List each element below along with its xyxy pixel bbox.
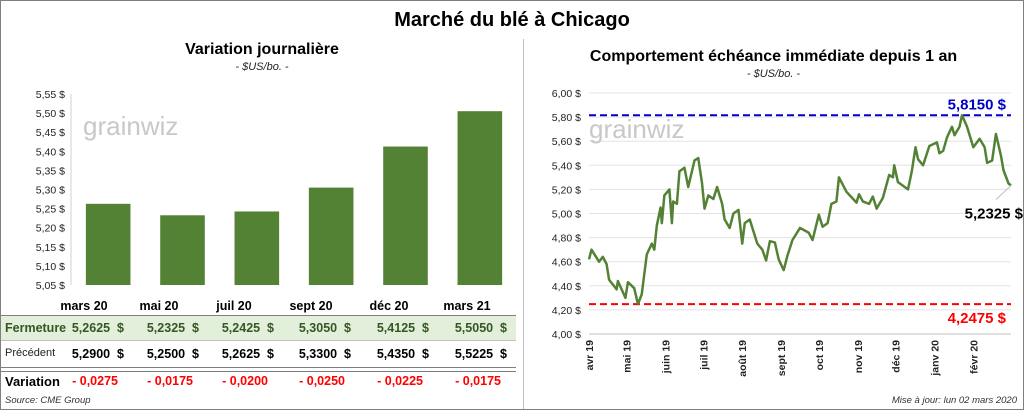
table-cell: - 0,0225 (377, 374, 423, 388)
column-header: mars 21 (443, 299, 491, 313)
y-tick-label: 5,30 $ (36, 185, 65, 197)
x-tick-label: juin 19 (661, 340, 673, 374)
y-tick-label: 5,40 $ (36, 146, 65, 158)
price-line (587, 114, 1012, 306)
bar-mars-21 (457, 111, 503, 285)
watermark-logo: grainwiz (589, 114, 684, 144)
bar-juil-20 (234, 211, 280, 285)
column-header: déc 20 (369, 299, 409, 313)
last-leader-line (995, 185, 1012, 200)
main-title: Marché du blé à Chicago (394, 9, 630, 31)
update-note: Mise à jour: lun 02 mars 2020 (891, 395, 1017, 406)
x-tick-label: déc 19 (890, 340, 902, 373)
table-cell: - 0,0175 (455, 374, 501, 388)
y-tick-label: 4,00 $ (552, 329, 581, 341)
table-cell: 5,2500 $ (146, 347, 199, 361)
y-tick-label: 5,55 $ (36, 89, 65, 101)
bar-chart-title: Variation journalière (185, 41, 339, 58)
table-rule (1, 315, 516, 316)
column-header: juil 20 (216, 299, 252, 313)
table-cell: - 0,0250 (299, 374, 345, 388)
bar-chart: grainwiz 5,05 $ 5,10 $ 5,15 $ 5,20 $ 5,25 $ 5,… (36, 89, 503, 292)
max-label: 5,8150 $ (948, 96, 1007, 113)
column-header: mai 20 (139, 299, 179, 313)
x-tick-label: sept 19 (776, 340, 788, 376)
x-tick-label: nov 19 (853, 340, 865, 373)
bar-déc-20 (383, 146, 428, 285)
table-cell: 5,3050 $ (298, 321, 351, 335)
watermark-logo: grainwiz (83, 111, 178, 141)
table-cell: - 0,0200 (222, 374, 268, 388)
x-tick-label: août 19 (737, 340, 749, 377)
y-tick-label: 5,20 $ (552, 184, 581, 196)
y-tick-label: 4,80 $ (552, 233, 581, 245)
min-label: 4,2475 $ (948, 310, 1007, 327)
table-cell: 5,2625 $ (71, 321, 124, 335)
x-tick-label: juil 19 (698, 340, 710, 371)
table-cell: 5,2425 $ (221, 321, 274, 335)
y-tick-label: 5,25 $ (36, 204, 65, 216)
y-tick-label: 4,20 $ (552, 305, 581, 317)
row-label-fermeture: Fermeture (5, 321, 67, 335)
bar-sept-20 (308, 187, 354, 285)
y-tick-label: 5,35 $ (36, 165, 65, 177)
y-tick-label: 5,50 $ (36, 108, 65, 120)
x-tick-label: févr 20 (968, 340, 980, 374)
y-tick-label: 5,40 $ (552, 160, 581, 172)
row-label-précédent: Précédent (5, 347, 56, 359)
table-rule (1, 340, 516, 341)
table-cell: - 0,0175 (147, 374, 193, 388)
y-tick-label: 5,45 $ (36, 127, 65, 139)
y-tick-label: 4,60 $ (552, 257, 581, 269)
line-chart-subtitle: - $US/bo. - (746, 68, 801, 80)
y-tick-label: 5,00 $ (552, 209, 581, 221)
bar-mars-20 (85, 203, 131, 285)
table-cell: 5,5225 $ (454, 347, 507, 361)
source-note: Source: CME Group (5, 395, 91, 406)
y-tick-label: 5,80 $ (552, 112, 581, 124)
column-header: mars 20 (60, 299, 108, 313)
line-chart-title: Comportement échéance immédiate depuis 1… (589, 48, 958, 65)
last-value-label: 5,2325 $ (965, 205, 1023, 222)
x-tick-label: avr 19 (584, 340, 596, 371)
y-tick-label: 5,05 $ (36, 280, 65, 292)
x-tick-label: janv 20 (929, 340, 941, 377)
table-cell: 5,2325 $ (146, 321, 199, 335)
panel-divider (523, 39, 524, 409)
table-cell: 5,2900 $ (71, 347, 124, 361)
table-cell: 5,4350 $ (376, 347, 429, 361)
y-tick-label: 5,10 $ (36, 261, 65, 273)
y-tick-label: 5,20 $ (36, 223, 65, 235)
table-cell: - 0,0275 (72, 374, 118, 388)
row-label-variation: Variation (5, 374, 60, 389)
table-cell: 5,4125 $ (376, 321, 429, 335)
line-chart: 4,00 $ 4,20 $ 4,40 $ 4,60 $ 4,80 $ 5,00 $ 5,20… (552, 88, 1023, 377)
table-cell: 5,2625 $ (221, 347, 274, 361)
y-tick-label: 4,40 $ (552, 281, 581, 293)
fermeture-row-bg (1, 316, 516, 340)
column-header: sept 20 (289, 299, 333, 313)
x-tick-label: mai 19 (622, 340, 634, 373)
table-double-rule (1, 367, 516, 372)
y-tick-label: 6,00 $ (552, 88, 581, 100)
table-cell: 5,5050 $ (454, 321, 507, 335)
bar-mai-20 (160, 215, 205, 285)
y-tick-label: 5,15 $ (36, 242, 65, 254)
y-tick-label: 5,60 $ (552, 136, 581, 148)
x-tick-label: oct 19 (814, 340, 826, 371)
bar-chart-subtitle: - $US/bo. - (235, 61, 289, 73)
table-cell: 5,3300 $ (298, 347, 351, 361)
